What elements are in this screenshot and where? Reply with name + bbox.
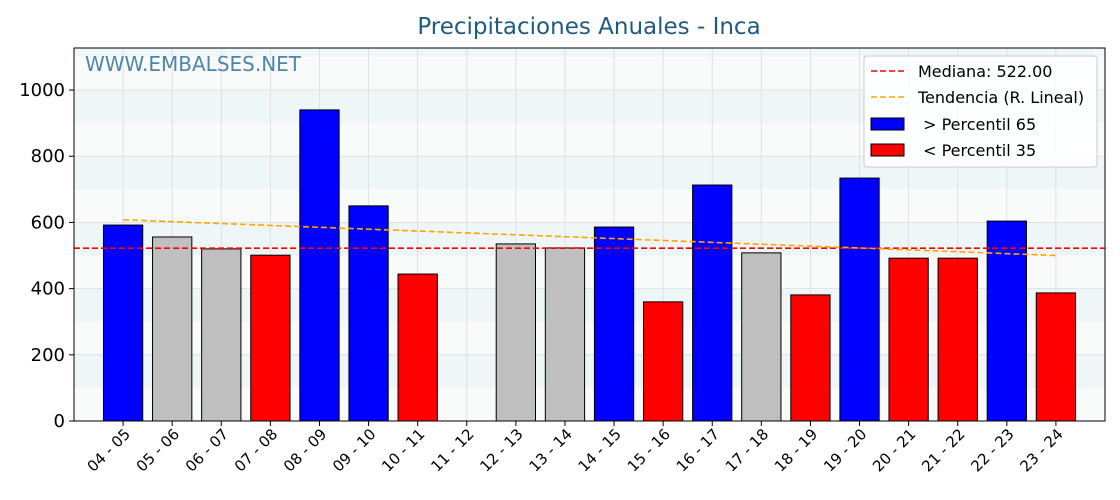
y-tick-label: 1000 — [19, 80, 65, 101]
bar-05-06 — [152, 236, 193, 422]
bar-12-13 — [495, 243, 536, 422]
legend-trend-label: Tendencia (R. Lineal) — [917, 88, 1084, 107]
background-band — [74, 321, 1105, 355]
x-tick-label: 09 - 10 — [329, 425, 379, 475]
y-tick-label: 600 — [31, 212, 65, 233]
x-tick-label: 16 - 17 — [673, 425, 723, 475]
bar-10-11 — [397, 273, 438, 422]
plot-frame — [73, 47, 1106, 422]
chart-title: Precipitaciones Anuales - Inca — [417, 14, 760, 40]
legend-median-label: Mediana: 522.00 — [918, 62, 1052, 81]
bar-20-21 — [888, 257, 929, 422]
bar-18-19 — [790, 294, 831, 422]
bar-23-24 — [1035, 292, 1077, 422]
legend: Mediana: 522.00 Tendencia (R. Lineal) > … — [863, 55, 1098, 168]
y-tick-label: 200 — [31, 345, 65, 366]
bar-09-10 — [348, 205, 389, 422]
x-tick-label: 13 - 14 — [525, 425, 575, 475]
bar-07-08 — [250, 254, 291, 422]
bar-04-05 — [102, 224, 144, 422]
background-band — [74, 387, 1105, 421]
background-band — [74, 48, 1105, 57]
trend-line — [123, 218, 1056, 257]
x-tick-label: 12 - 13 — [476, 425, 526, 475]
legend-high-label: > Percentil 65 — [918, 115, 1036, 134]
background-band — [74, 222, 1105, 256]
bar-15-16 — [643, 301, 684, 422]
background-band — [74, 189, 1105, 223]
bar-14-15 — [593, 226, 635, 422]
x-tick-label: 10 - 11 — [378, 425, 428, 475]
bar-21-22 — [937, 257, 978, 422]
legend-low-label: < Percentil 35 — [918, 141, 1036, 160]
x-tick-label: 04 - 05 — [84, 425, 134, 475]
legend-high-swatch — [870, 117, 905, 131]
x-tick-label: 05 - 06 — [133, 425, 183, 475]
y-tick-label: 800 — [31, 146, 65, 167]
legend-low-swatch — [870, 143, 905, 157]
x-tick-label: 08 - 09 — [280, 425, 330, 475]
x-tick-label: 20 - 21 — [869, 425, 919, 475]
bar-06-07 — [201, 248, 242, 422]
y-tick-label: 0 — [54, 411, 65, 432]
bar-19-20 — [839, 177, 880, 422]
background-band — [74, 288, 1105, 322]
x-tick-label: 11 - 12 — [427, 425, 477, 475]
bar-08-09 — [299, 109, 340, 422]
x-tick-label: 15 - 16 — [624, 425, 674, 475]
background-band — [74, 255, 1105, 289]
bar-17-18 — [741, 252, 782, 422]
x-tick-label: 17 - 18 — [722, 425, 772, 475]
background-band — [74, 354, 1105, 388]
bar-16-17 — [692, 184, 733, 422]
y-tick-label: 400 — [31, 279, 65, 300]
x-tick-label: 23 - 24 — [1016, 425, 1066, 475]
x-tick-label: 21 - 22 — [918, 425, 968, 475]
bar-22-23 — [986, 220, 1027, 422]
x-tick-label: 18 - 19 — [771, 425, 821, 475]
x-tick-label: 19 - 20 — [820, 425, 870, 475]
x-tick-label: 22 - 23 — [967, 425, 1017, 475]
watermark: WWW.EMBALSES.NET — [85, 52, 302, 76]
x-tick-label: 07 - 08 — [231, 425, 281, 475]
bar-13-14 — [544, 247, 586, 422]
x-tick-label: 06 - 07 — [182, 425, 232, 475]
x-tick-label: 14 - 15 — [575, 425, 625, 475]
